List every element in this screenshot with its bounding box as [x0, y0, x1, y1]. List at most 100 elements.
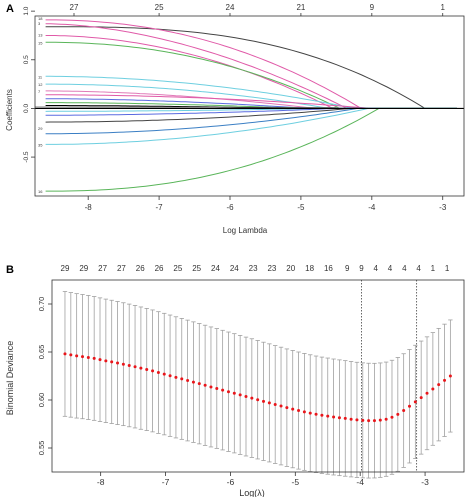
data-point	[267, 401, 271, 405]
top-tick-label: 18	[305, 264, 314, 273]
data-point	[221, 388, 225, 392]
top-tick-label: 20	[286, 264, 295, 273]
coefficient-path-7	[45, 83, 457, 109]
data-point	[250, 396, 254, 400]
top-tick-label: 4	[388, 264, 393, 273]
data-point	[174, 375, 178, 379]
data-point	[92, 356, 96, 360]
top-tick-label: 4	[402, 264, 407, 273]
data-point	[139, 366, 143, 370]
data-point	[75, 354, 79, 358]
data-point	[226, 390, 230, 394]
top-tick-label: 25	[192, 264, 201, 273]
data-point	[279, 404, 283, 408]
data-point	[151, 369, 155, 373]
data-point	[262, 399, 266, 403]
data-point	[396, 412, 400, 416]
data-point	[180, 377, 184, 381]
data-point	[127, 363, 131, 367]
panel-b-chart: -8 -7 -6 -5 -4 -3 0.55 0.60 0.65 0.70 29 29 27 27 26 26…	[37, 264, 465, 487]
data-point	[320, 413, 324, 417]
top-tick-label: 27	[117, 264, 126, 273]
variable-label: 11	[38, 74, 43, 79]
data-point	[308, 411, 312, 415]
data-point	[425, 391, 429, 395]
panel-a-xlabel: Log Lambda	[223, 226, 268, 235]
data-point	[63, 352, 67, 356]
variable-label: 13	[38, 32, 43, 37]
panel-b-label: B	[6, 264, 14, 276]
data-point	[133, 365, 137, 369]
data-point	[448, 374, 452, 378]
top-tick-label: 9	[345, 264, 350, 273]
x-tick-label: -6	[226, 203, 234, 212]
data-point	[69, 353, 73, 357]
top-tick-label: 23	[267, 264, 276, 273]
data-point	[372, 419, 376, 423]
data-point	[209, 385, 213, 389]
data-point	[191, 380, 195, 384]
y-tick-label: 0.5	[23, 55, 30, 64]
top-tick-label: 25	[155, 3, 164, 12]
data-point	[337, 416, 341, 420]
coefficient-path-10	[45, 98, 457, 109]
coefficient-path-18	[45, 107, 457, 192]
x-tick-label: -5	[292, 477, 300, 487]
data-point	[361, 418, 365, 422]
x-tick-label: -7	[162, 477, 170, 487]
data-point	[437, 383, 441, 387]
x-tick-label: -8	[97, 477, 105, 487]
data-point	[413, 400, 417, 404]
variable-label: 29	[38, 126, 43, 131]
x-tick-label: -4	[368, 203, 376, 212]
y-tick-label: 0.60	[37, 393, 46, 408]
top-tick-label: 9	[370, 3, 375, 12]
top-tick-label: 27	[70, 3, 79, 12]
coefficient-path-6	[45, 75, 457, 109]
panel-a-label: A	[6, 3, 14, 15]
data-point	[116, 361, 120, 365]
x-tick-label: -5	[297, 203, 305, 212]
top-tick-label: 26	[155, 264, 164, 273]
plot-frame	[51, 279, 465, 473]
data-point	[203, 383, 207, 387]
variable-label: 3	[38, 21, 41, 26]
data-point	[297, 409, 301, 413]
variable-label: 35	[38, 142, 43, 147]
data-point	[86, 355, 90, 359]
top-tick-label: 29	[79, 264, 88, 273]
data-point	[285, 406, 289, 410]
top-tick-label: 26	[136, 264, 145, 273]
top-tick-label: 24	[226, 3, 235, 12]
x-tick-label: -3	[439, 203, 447, 212]
data-point	[343, 416, 347, 420]
coefficient-path-15	[45, 107, 457, 123]
variable-label: 16	[38, 189, 43, 194]
plot-frame	[34, 15, 465, 197]
data-point	[162, 372, 166, 376]
coefficient-path-13	[45, 107, 457, 112]
data-point	[145, 367, 149, 371]
data-point	[186, 379, 190, 383]
top-tick-label: 21	[296, 3, 305, 12]
coefficient-path-3	[45, 23, 457, 109]
coefficient-path-12	[45, 105, 457, 109]
data-point	[121, 362, 125, 366]
data-point	[390, 415, 394, 419]
data-point	[326, 414, 330, 418]
panel-b-xlabel: Log(λ)	[239, 488, 265, 497]
top-tick-label: 23	[249, 264, 258, 273]
data-point	[273, 403, 277, 407]
coefficient-path-5	[45, 41, 457, 109]
top-tick-label: 1	[431, 264, 436, 273]
data-point	[314, 412, 318, 416]
data-point	[238, 393, 242, 397]
data-point	[443, 378, 447, 382]
top-tick-label: 16	[324, 264, 333, 273]
data-point	[332, 415, 336, 419]
data-point	[215, 386, 219, 390]
data-point	[384, 417, 388, 421]
top-tick-label: 24	[230, 264, 239, 273]
coefficient-path-16	[45, 107, 457, 135]
data-point	[367, 419, 371, 423]
